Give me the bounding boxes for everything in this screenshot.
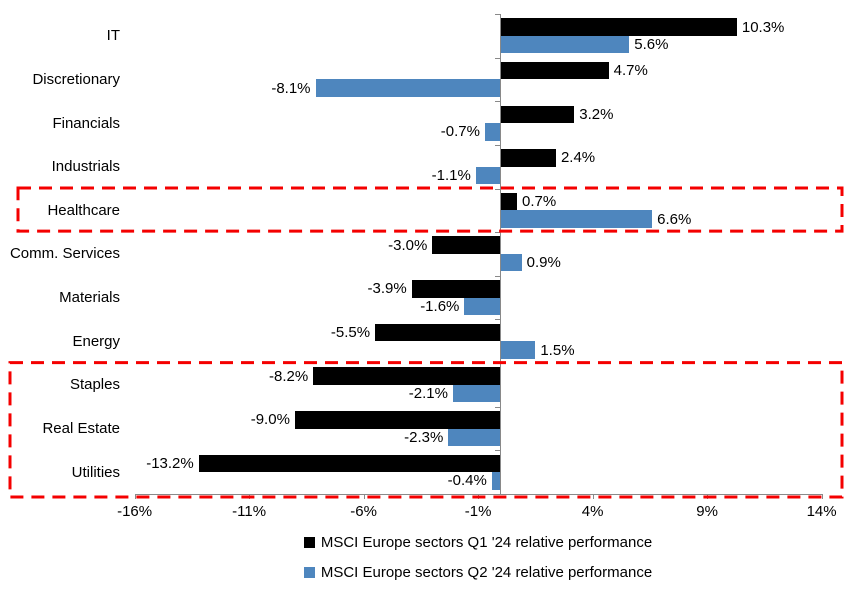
- category-label-financials: Financials: [52, 114, 120, 132]
- value-label-q1-real-estate: -9.0%: [250, 411, 290, 429]
- value-label-q1-materials: -3.9%: [367, 280, 407, 298]
- legend-swatch-q1-icon: [303, 537, 315, 548]
- value-axis-tick: [134, 494, 136, 499]
- highlight-box-healthcare: [16, 186, 844, 233]
- bar-q2-materials: [464, 297, 501, 316]
- value-label-q1-it: 10.3%: [741, 18, 785, 36]
- category-axis-tick: [495, 57, 500, 59]
- value-label-q1-staples: -8.2%: [269, 367, 309, 385]
- category-axis-tick: [495, 14, 500, 15]
- bar-q1-energy: [375, 323, 501, 342]
- value-axis-tick-label: -11%: [232, 503, 267, 520]
- category-axis-tick: [495, 232, 500, 234]
- value-label-q1-financials: 3.2%: [579, 105, 614, 123]
- value-axis-tick: [821, 494, 823, 499]
- category-label-industrials: Industrials: [51, 158, 120, 176]
- category-label-it: IT: [106, 27, 120, 45]
- bar-q2-comm-services: [501, 253, 522, 272]
- value-label-q1-energy: -5.5%: [330, 324, 371, 341]
- category-label-energy: Energy: [72, 332, 120, 350]
- bar-q2-financials: [484, 123, 501, 141]
- value-axis-tick: [249, 494, 251, 499]
- bar-q1-industrials: [501, 149, 556, 167]
- category-axis-tick: [495, 144, 500, 146]
- legend-item-q2: MSCI Europe sectors Q2 '24 relative perf…: [303, 563, 653, 582]
- bar-q1-discretionary: [501, 61, 609, 80]
- bar-q1-real-estate: [294, 411, 501, 429]
- value-label-q2-utilities: -0.4%: [447, 472, 487, 490]
- bar-q1-financials: [501, 105, 575, 124]
- bar-q2-energy: [501, 341, 536, 359]
- value-label-q2-it: 5.6%: [634, 36, 669, 54]
- value-label-q2-comm-services: 0.9%: [526, 254, 561, 272]
- value-axis-tick: [478, 494, 480, 499]
- value-axis-tick: [363, 494, 365, 499]
- value-label-q2-discretionary: -8.1%: [271, 79, 311, 97]
- bar-q1-healthcare: [501, 192, 518, 211]
- bar-q1-utilities: [198, 454, 501, 473]
- value-label-q2-industrials: -1.1%: [431, 166, 471, 184]
- value-axis-tick: [707, 494, 709, 499]
- value-label-q2-financials: -0.7%: [440, 123, 480, 141]
- bar-q2-industrials: [475, 166, 501, 185]
- value-label-q1-industrials: 2.4%: [560, 149, 596, 167]
- category-axis-line: [500, 14, 501, 494]
- bar-q2-real-estate: [448, 428, 501, 447]
- legend-label-q1: MSCI Europe sectors Q1 '24 relative perf…: [320, 534, 653, 551]
- value-label-q1-healthcare: 0.7%: [522, 193, 557, 211]
- category-axis-tick: [495, 101, 500, 103]
- bar-q2-staples: [452, 384, 501, 403]
- value-label-q2-real-estate: -2.3%: [404, 428, 444, 446]
- bar-q1-materials: [411, 280, 501, 298]
- category-axis-tick: [495, 319, 500, 321]
- category-label-staples: Staples: [69, 376, 120, 394]
- value-label-q1-discretionary: 4.7%: [613, 62, 648, 80]
- category-label-utilities: Utilities: [71, 463, 120, 481]
- category-axis-tick: [495, 275, 500, 277]
- bar-q1-staples: [313, 367, 501, 385]
- value-label-q2-energy: 1.5%: [540, 341, 575, 359]
- category-label-healthcare: Healthcare: [47, 201, 120, 219]
- category-label-discretionary: Discretionary: [32, 70, 120, 88]
- bar-q1-it: [501, 18, 737, 36]
- value-axis-tick-label: -1%: [464, 503, 492, 520]
- legend-swatch-q2-icon: [303, 567, 315, 578]
- value-axis-tick-label: -16%: [117, 503, 153, 520]
- bar-q2-healthcare: [501, 210, 653, 228]
- legend-label-q2: MSCI Europe sectors Q2 '24 relative perf…: [320, 564, 653, 581]
- category-axis-tick: [495, 188, 500, 190]
- bar-q1-comm-services: [432, 236, 501, 254]
- category-label-real-estate: Real Estate: [42, 420, 120, 438]
- legend: MSCI Europe sectors Q1 '24 relative perf…: [134, 533, 822, 582]
- value-axis-tick-label: 14%: [806, 503, 837, 520]
- category-axis-tick: [495, 406, 500, 408]
- value-axis-tick-label: 4%: [581, 503, 604, 520]
- category-label-materials: Materials: [59, 289, 120, 307]
- value-label-q2-materials: -1.6%: [420, 297, 460, 315]
- value-label-q2-healthcare: 6.6%: [657, 210, 692, 228]
- value-axis-tick: [592, 494, 594, 499]
- value-label-q2-staples: -2.1%: [408, 385, 448, 403]
- value-axis-tick-label: 9%: [696, 503, 718, 520]
- category-label-comm-services: Comm. Services: [9, 245, 120, 263]
- bar-q2-discretionary: [315, 79, 501, 97]
- category-axis-tick: [495, 450, 500, 452]
- legend-item-q1: MSCI Europe sectors Q1 '24 relative perf…: [303, 533, 653, 552]
- value-label-q1-utilities: -13.2%: [146, 454, 194, 472]
- category-axis-tick: [495, 363, 500, 365]
- bar-q2-it: [501, 35, 630, 54]
- value-label-q1-comm-services: -3.0%: [388, 236, 428, 254]
- value-axis-tick-label: -6%: [350, 503, 377, 520]
